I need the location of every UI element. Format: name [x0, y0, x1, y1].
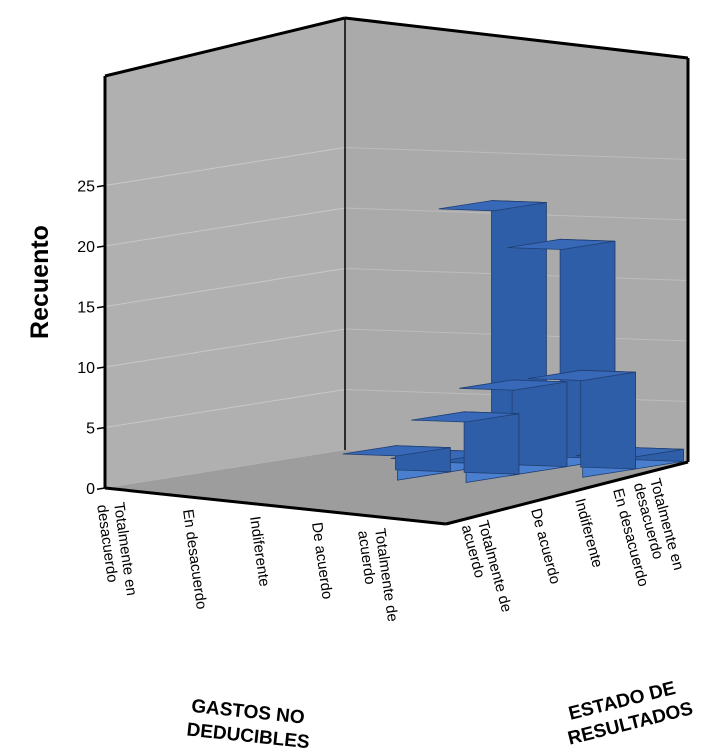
y-tick-mark: [96, 487, 106, 491]
y-tick-mark: [96, 366, 106, 370]
bar: [527, 369, 636, 478]
y-tick-label: 15: [77, 300, 95, 317]
gridline: [104, 389, 346, 428]
y-ticks: 0 5 10 15 20 25: [77, 179, 106, 498]
bar: [342, 445, 451, 481]
z-axis-title: ESTADO DE RESULTADOS: [560, 675, 695, 749]
x-category-label: Totalmente deacuerdo: [354, 527, 401, 625]
z-category-label: Totalmente deacuerdo: [458, 519, 515, 619]
x-axis-title: GASTOS NO DEDUCIBLES: [186, 696, 314, 749]
bar-top-face: [411, 411, 519, 423]
gridline: [344, 147, 689, 160]
y-tick-mark: [96, 426, 106, 430]
gridline: [104, 207, 346, 247]
gridline: [104, 268, 346, 307]
bar-top-face: [459, 379, 567, 391]
bar-top-face: [507, 238, 615, 250]
y-tick-mark: [96, 305, 106, 309]
y-tick-mark: [96, 245, 106, 249]
bars: [342, 200, 684, 483]
gridline: [104, 328, 346, 368]
bar: [411, 411, 520, 483]
x-category-label: Totalmente endesacuerdo: [93, 501, 140, 599]
bar-side-face: [511, 379, 568, 468]
x-category-label: En desacuerdo: [179, 508, 210, 610]
bar-top-face: [342, 445, 451, 457]
gridline: [104, 147, 346, 186]
frame: [103, 16, 690, 526]
x-category-label: Indiferente: [246, 515, 273, 588]
y-tick-label: 5: [86, 421, 95, 438]
x-category-labels: Totalmente endesacuerdo En desacuerdo Indi…: [93, 501, 401, 625]
bar-top-face: [438, 200, 547, 212]
y-tick-label: 25: [77, 179, 95, 196]
left-wall: [105, 18, 345, 488]
y-tick-mark: [96, 184, 106, 188]
bar-side-face: [580, 369, 636, 470]
y-axis-title: Recuento: [26, 225, 54, 339]
y-tick-label: 10: [77, 360, 95, 377]
bar-top-face: [527, 369, 636, 381]
y-tick-label: 0: [86, 481, 95, 498]
bar: [459, 379, 568, 476]
z-category-label: De acuerdo: [527, 507, 563, 586]
z-category-label: Indiferente: [571, 497, 606, 570]
y-tick-label: 20: [77, 239, 95, 256]
x-category-label: De acuerdo: [308, 521, 336, 600]
